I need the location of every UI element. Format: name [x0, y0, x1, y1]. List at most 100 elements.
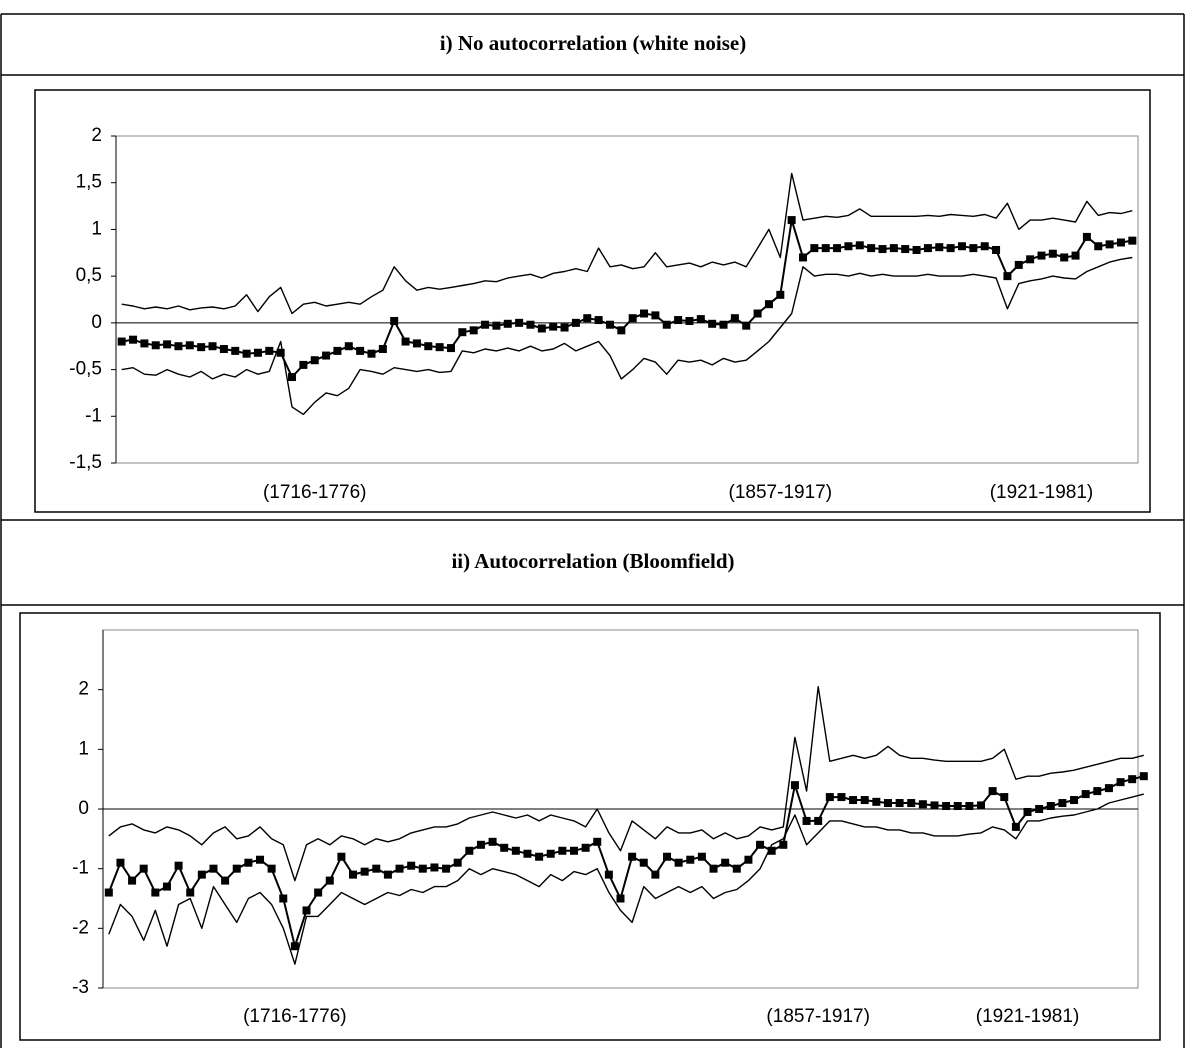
data-marker: [488, 837, 497, 846]
data-marker: [151, 341, 160, 350]
data-marker: [628, 314, 637, 323]
data-marker: [776, 290, 785, 299]
data-marker: [1082, 232, 1091, 241]
data-marker: [686, 855, 695, 864]
data-marker: [571, 318, 580, 327]
data-marker: [988, 787, 997, 796]
y-tick-label: -2: [72, 917, 89, 938]
y-tick-label: -3: [72, 977, 89, 998]
x-tick-label: (1857-1917): [729, 482, 833, 503]
data-marker: [674, 316, 683, 325]
data-marker: [481, 320, 490, 329]
data-marker: [969, 244, 978, 253]
data-marker: [299, 360, 308, 369]
panel-heading: ii) Autocorrelation (Bloomfield): [451, 549, 734, 573]
data-marker: [1046, 802, 1055, 811]
data-marker: [685, 316, 694, 325]
data-marker: [458, 328, 467, 337]
data-marker: [742, 321, 751, 330]
data-marker: [825, 793, 834, 802]
data-marker: [546, 849, 555, 858]
data-marker: [957, 242, 966, 251]
data-marker: [1094, 242, 1103, 251]
data-marker: [753, 309, 762, 318]
data-marker: [302, 906, 311, 915]
data-marker: [1023, 807, 1032, 816]
data-marker: [1128, 236, 1137, 245]
data-marker: [378, 345, 387, 354]
data-marker: [337, 852, 346, 861]
data-marker: [1070, 796, 1079, 805]
data-marker: [849, 796, 858, 805]
data-marker: [640, 309, 649, 318]
data-marker: [662, 320, 671, 329]
data-marker: [372, 864, 381, 873]
data-marker: [764, 300, 773, 309]
data-marker: [1116, 238, 1125, 247]
series-line: [108, 686, 1144, 882]
data-marker: [872, 797, 881, 806]
data-marker: [605, 320, 614, 329]
data-marker: [1128, 775, 1137, 784]
data-marker: [500, 843, 509, 852]
data-marker: [719, 320, 728, 329]
data-marker: [1116, 778, 1125, 787]
panel-heading: i) No autocorrelation (white noise): [440, 31, 746, 55]
data-marker: [492, 321, 501, 330]
data-marker: [833, 244, 842, 253]
data-marker: [129, 335, 138, 344]
data-marker: [537, 324, 546, 333]
data-marker: [279, 894, 288, 903]
data-marker: [730, 314, 739, 323]
data-marker: [616, 894, 625, 903]
data-marker: [581, 843, 590, 852]
data-marker: [708, 319, 717, 328]
y-tick-label: 0,5: [76, 265, 102, 286]
data-marker: [185, 341, 194, 350]
data-marker: [208, 342, 217, 351]
data-marker: [918, 800, 927, 809]
data-marker: [569, 846, 578, 855]
data-marker: [930, 801, 939, 810]
data-marker: [174, 861, 183, 870]
data-marker: [242, 349, 251, 358]
data-marker: [140, 339, 149, 348]
x-tick-label: (1716-1776): [243, 1006, 347, 1027]
data-marker: [1105, 240, 1114, 249]
data-marker: [244, 858, 253, 867]
data-marker: [344, 342, 353, 351]
y-tick-label: 0: [91, 312, 102, 333]
series-line: [121, 256, 1133, 416]
data-marker: [231, 346, 240, 355]
data-marker: [424, 342, 433, 351]
data-marker: [442, 864, 451, 873]
chart-frame: [34, 89, 1151, 513]
data-marker: [276, 348, 285, 357]
y-tick-label: -1,5: [69, 452, 102, 473]
data-marker: [965, 802, 974, 811]
y-tick-label: 2: [91, 125, 102, 146]
data-marker: [476, 840, 485, 849]
data-marker: [310, 356, 319, 365]
series-line: [108, 793, 1144, 965]
data-marker: [221, 876, 230, 885]
data-marker: [663, 852, 672, 861]
data-marker: [219, 345, 228, 354]
y-tick-label: 1: [78, 738, 89, 759]
data-marker: [1014, 260, 1023, 269]
chart-frame: [19, 612, 1161, 1041]
data-marker: [651, 870, 660, 879]
data-marker: [1104, 784, 1113, 793]
data-marker: [744, 855, 753, 864]
data-marker: [255, 855, 264, 864]
data-marker: [383, 870, 392, 879]
data-marker: [174, 342, 183, 351]
data-marker: [523, 849, 532, 858]
data-marker: [197, 870, 206, 879]
data-marker: [117, 337, 126, 346]
data-marker: [253, 348, 262, 357]
x-tick-label: (1857-1917): [766, 1006, 870, 1027]
data-marker: [583, 314, 592, 323]
